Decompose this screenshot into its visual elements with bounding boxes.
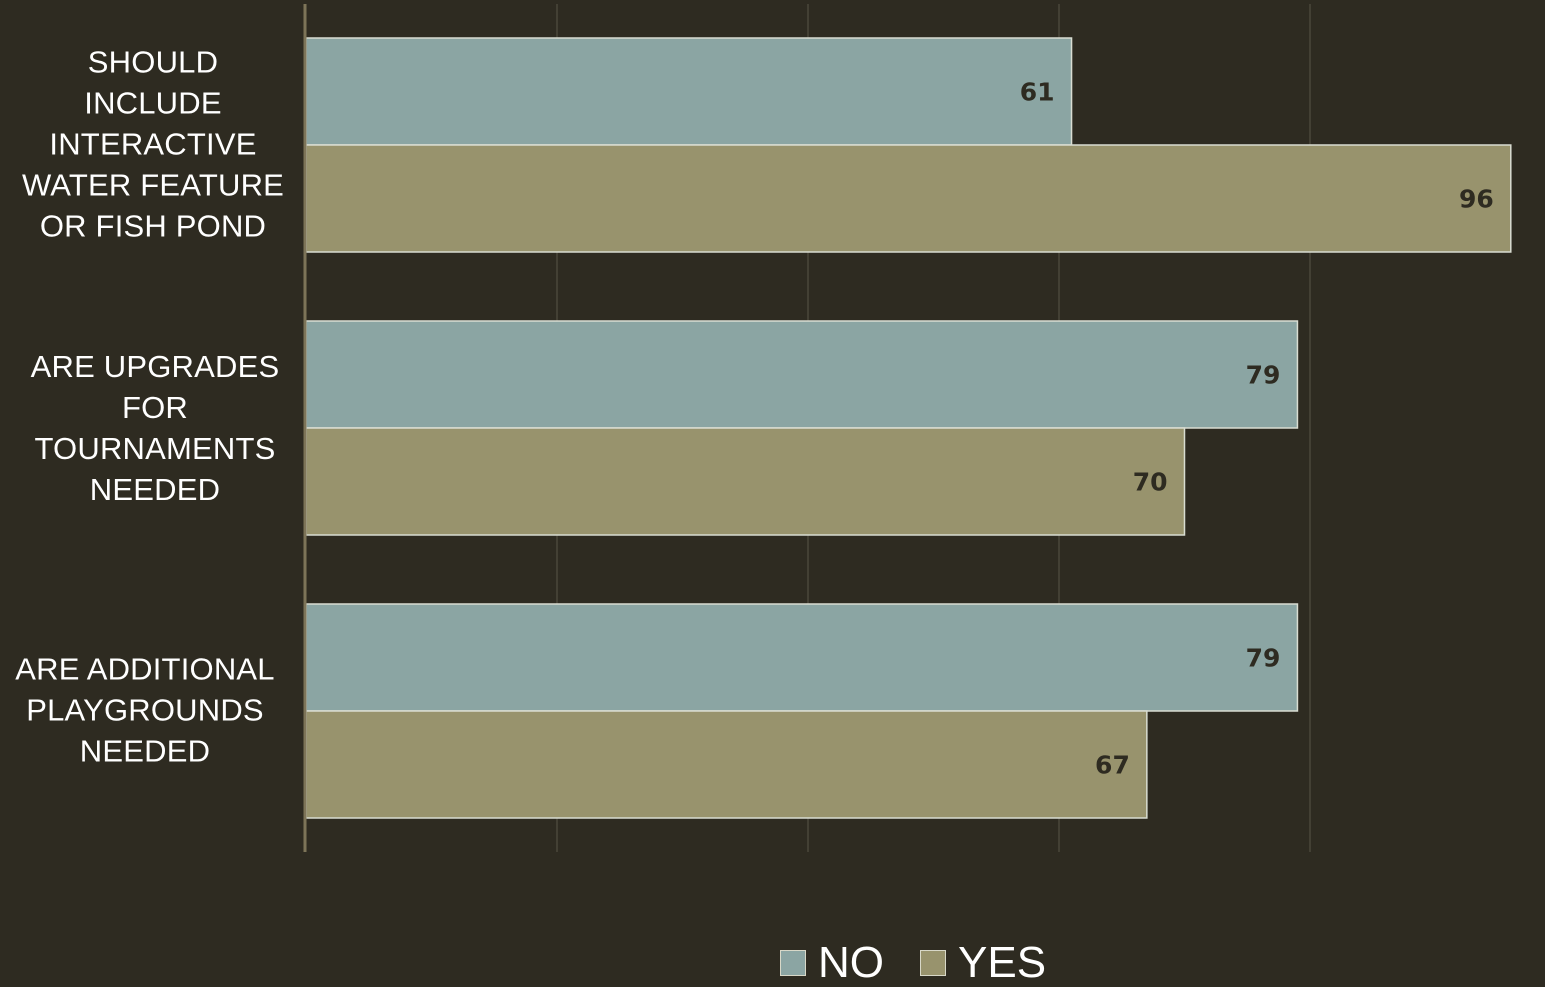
category-label-line: TOURNAMENTS — [34, 431, 276, 466]
category-label-line: INTERACTIVE — [49, 126, 257, 162]
bars — [305, 37, 1512, 819]
legend-item-no: NO — [780, 938, 884, 987]
category-label-line: INCLUDE — [84, 85, 222, 121]
category-label-line: FOR — [121, 390, 189, 425]
category-label-line: NEEDED — [79, 733, 211, 769]
legend-swatch-yes — [920, 950, 946, 976]
category-label-3: ARE ADDITIONAL PLAYGROUNDS NEEDED — [0, 649, 290, 772]
data-label-yes-2: 70 — [1133, 468, 1168, 497]
category-label-line: OR FISH POND — [39, 208, 267, 244]
legend-swatch-no — [780, 950, 806, 976]
bar-yes-3 — [305, 710, 1148, 819]
bar-yes-2 — [305, 427, 1186, 536]
legend-label-no: NO — [818, 938, 884, 987]
category-label-line: NEEDED — [89, 472, 221, 507]
category-label-line: PLAYGROUNDS — [26, 692, 264, 728]
category-label-line: WATER FEATURE — [21, 167, 285, 203]
data-label-yes-1: 96 — [1459, 185, 1494, 214]
data-label-no-1: 61 — [1020, 78, 1055, 107]
legend: NO YES — [780, 938, 1046, 987]
data-label-yes-3: 67 — [1095, 751, 1130, 780]
category-label-line: ARE UPGRADES — [30, 349, 280, 384]
category-label-line: ARE ADDITIONAL — [15, 651, 275, 687]
legend-item-yes: YES — [920, 938, 1046, 987]
bar-yes-1 — [305, 144, 1512, 253]
category-label-2: ARE UPGRADES FOR TOURNAMENTS NEEDED — [10, 346, 300, 510]
data-label-no-3: 79 — [1246, 644, 1281, 673]
category-label-1: SHOULD INCLUDE INTERACTIVE WATER FEATURE OR … — [8, 42, 298, 247]
bar-no-1 — [305, 37, 1073, 146]
legend-label-yes: YES — [958, 938, 1047, 987]
bar-no-2 — [305, 320, 1299, 429]
bar-labels: 61 96 79 70 79 67 — [1020, 78, 1494, 780]
data-label-no-2: 79 — [1246, 361, 1281, 390]
category-label-line: SHOULD — [87, 44, 219, 80]
bar-no-3 — [305, 603, 1299, 712]
